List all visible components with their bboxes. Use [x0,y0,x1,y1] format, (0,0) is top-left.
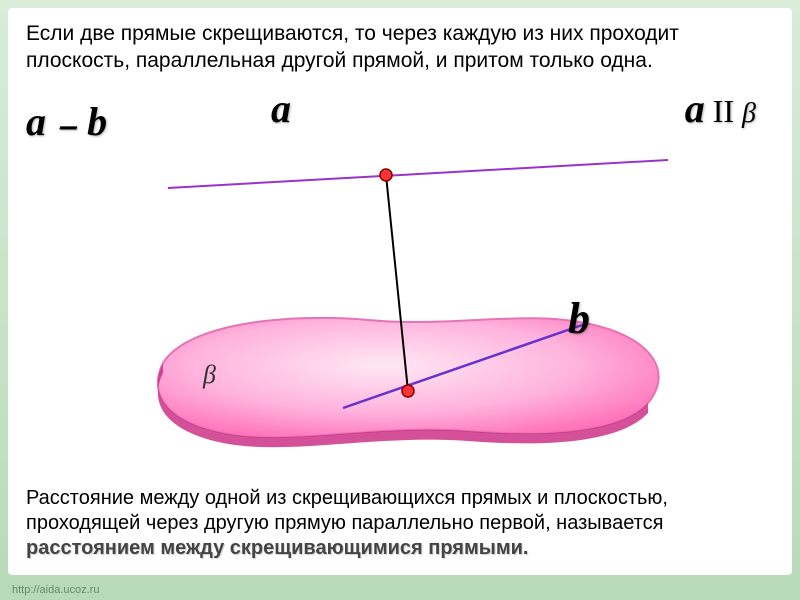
labels-row: a ₋ b a a II β [26,93,774,143]
footer-left: http://aida.ucoz.ru [12,584,99,596]
definition-part1: Расстояние между одной из скрещивающихся… [26,487,668,534]
label-a-prefix: a [685,86,705,131]
label-a-parallel-beta: a II β [685,85,756,132]
dot-top [380,169,392,181]
theorem-text: Если две прямые скрещиваются, то через к… [26,20,774,75]
geometry-diagram: β [128,148,688,448]
label-a-center: a [271,85,291,132]
footer: http://aida.ucoz.ru [12,584,788,596]
definition-text: Расстояние между одной из скрещивающихся… [26,486,774,561]
label-b: b [568,293,590,344]
plane-beta-label: β [202,360,216,389]
dot-bottom [402,385,414,397]
definition-highlight: расстоянием между скрещивающимися прямым… [26,537,529,559]
line-a [168,160,668,188]
beta-symbol: β [742,98,756,129]
label-a-skew-b: a ₋ b [26,98,107,145]
parallel-symbol: II [705,93,742,129]
